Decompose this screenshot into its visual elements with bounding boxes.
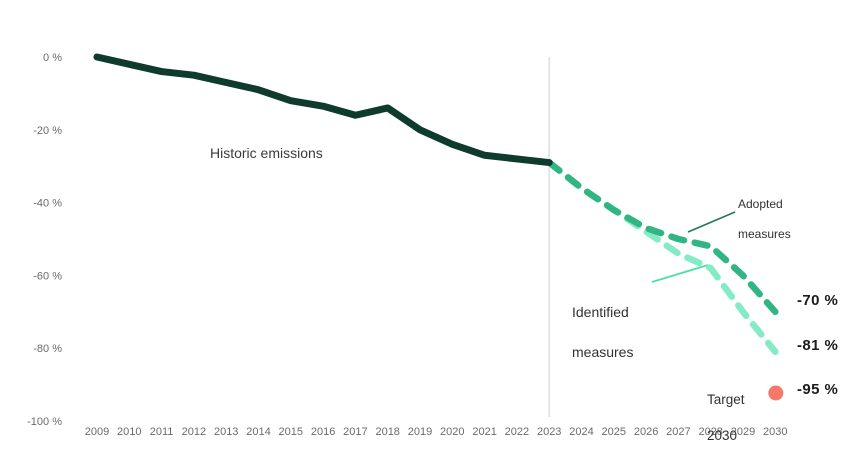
historic-emissions-label: Historic emissions — [210, 145, 323, 161]
target-2030-dot[interactable] — [768, 385, 784, 401]
x-axis-tick-label: 2020 — [440, 426, 464, 438]
x-axis-tick-label: 2026 — [634, 426, 658, 438]
x-axis-tick-label: 2015 — [279, 426, 303, 438]
target-2030-label-line1: Target — [707, 392, 745, 407]
target-end-value-label: -95 % — [797, 381, 839, 398]
x-axis-tick-label: 2023 — [537, 426, 561, 438]
x-axis-tick-label: 2021 — [472, 426, 496, 438]
adopted-measures-label: Adopted measures — [738, 182, 791, 257]
identified-measures-label-line2: measures — [572, 344, 634, 360]
x-axis-tick-label: 2012 — [182, 426, 206, 438]
x-axis-tick-label: 2018 — [375, 426, 399, 438]
y-axis-tick-label: 0 % — [43, 52, 62, 64]
x-axis-tick-label: 2017 — [343, 426, 367, 438]
x-axis-tick-label: 2016 — [311, 426, 335, 438]
target-2030-label-line2: 2030 — [707, 428, 738, 443]
x-axis-tick-label: 2022 — [505, 426, 529, 438]
y-axis-tick-label: -20 % — [33, 125, 62, 137]
adopted-end-value-label: -70 % — [797, 292, 839, 309]
adopted-measures-label-line1: Adopted — [738, 197, 783, 211]
historic-emissions-line[interactable] — [93, 53, 553, 167]
x-axis-tick-label: 2014 — [246, 426, 270, 438]
target-2030-label: Target 2030 — [707, 373, 745, 460]
identified-measures-callout-line — [651, 264, 709, 283]
y-axis-tick-label: -100 % — [27, 416, 62, 428]
x-axis-tick-label: 2019 — [408, 426, 432, 438]
x-axis-tick-label: 2029 — [731, 426, 755, 438]
y-axis-tick-label: -80 % — [33, 343, 62, 355]
x-axis-tick-label: 2030 — [763, 426, 787, 438]
adopted-measures-callout-line — [687, 211, 736, 233]
x-axis-tick-label: 2024 — [569, 426, 593, 438]
x-axis-tick-label: 2010 — [117, 426, 141, 438]
x-axis-tick-label: 2025 — [602, 426, 626, 438]
adopted-measures-label-line2: measures — [738, 227, 791, 241]
identified-measures-label-line1: Identified — [572, 304, 629, 320]
x-axis-tick-label: 2027 — [666, 426, 690, 438]
x-axis-tick-label: 2028 — [698, 426, 722, 438]
y-axis-tick-label: -40 % — [33, 198, 62, 210]
x-axis-tick-label: 2011 — [150, 426, 174, 438]
identified-measures-label: Identified measures — [572, 282, 633, 382]
identified-end-value-label: -81 % — [797, 337, 839, 354]
x-axis-tick-label: 2009 — [85, 426, 109, 438]
adopted-measures-line[interactable] — [545, 159, 779, 316]
x-axis-tick-label: 2013 — [214, 426, 238, 438]
y-axis-tick-label: -60 % — [33, 270, 62, 282]
